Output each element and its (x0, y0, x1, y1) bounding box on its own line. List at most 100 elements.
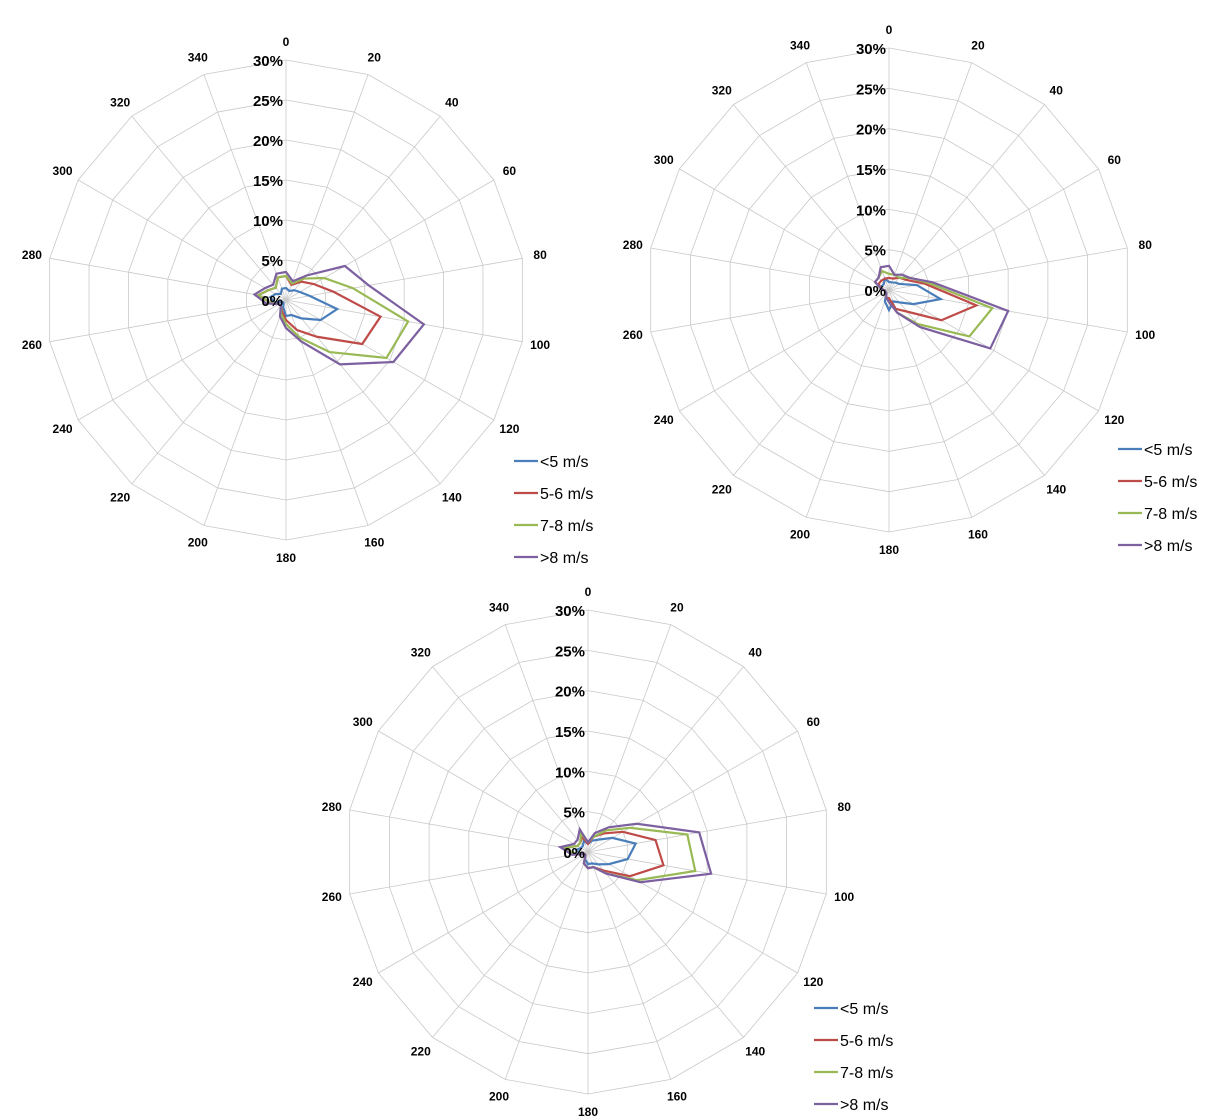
grid-spoke (805, 62, 890, 291)
radial-tick-label: 25% (856, 81, 886, 98)
radial-tick-label: 20% (856, 122, 886, 139)
legend-label: >8 m/s (1144, 538, 1192, 555)
direction-label: 20 (368, 51, 382, 65)
grid-spoke (888, 289, 1099, 412)
radial-tick-label: 30% (253, 53, 283, 70)
grid-spoke (587, 624, 672, 853)
radial-tick-label: 10% (856, 202, 886, 219)
grid-spoke (733, 289, 890, 476)
direction-label: 100 (834, 890, 854, 904)
legend: <5 m/s 5-6 m/s 7-8 m/s >8 m/s (1118, 442, 1197, 555)
legend-label: 7-8 m/s (1144, 506, 1197, 523)
direction-label: 80 (1139, 238, 1153, 252)
radial-tick-label: 15% (555, 724, 585, 741)
grid-spoke (888, 104, 1045, 291)
direction-label: 20 (971, 39, 985, 53)
direction-label: 160 (968, 527, 988, 541)
direction-label: 320 (411, 646, 431, 660)
wind-rose-chart-1: 0 20 40 60 80 100 120 140 160 180 200 220 240 260 280 3… (22, 35, 593, 567)
grid-spoke (49, 299, 287, 343)
grid-spoke (650, 247, 890, 291)
grid-spoke (131, 115, 287, 301)
grid-spoke (131, 299, 287, 485)
grid-spoke (285, 179, 495, 301)
direction-label: 0 (886, 23, 893, 37)
legend-label: 5-6 m/s (840, 1033, 893, 1050)
grid-spoke (285, 74, 369, 301)
grid-spoke (587, 666, 744, 853)
grid-spoke (49, 257, 287, 301)
direction-label: 120 (803, 975, 823, 989)
direction-label: 320 (712, 84, 732, 98)
grid-spoke (285, 257, 523, 301)
radial-tick-label: 15% (253, 173, 283, 190)
series-line-1 (879, 276, 944, 313)
legend-label: >8 m/s (840, 1097, 888, 1114)
radial-tick-label: 30% (555, 603, 585, 620)
radial-tick-label: 25% (555, 643, 585, 660)
grid-spoke (888, 289, 973, 518)
radial-tick-label: 0% (261, 293, 283, 310)
direction-label: 240 (654, 413, 674, 427)
direction-label: 200 (188, 535, 208, 549)
grid-spoke (432, 851, 589, 1038)
series-line-1 (268, 286, 340, 322)
direction-label: 340 (489, 601, 509, 615)
direction-label: 60 (1108, 153, 1122, 167)
legend-label: <5 m/s (540, 454, 588, 471)
direction-label: 180 (578, 1105, 598, 1119)
grid-spoke (679, 168, 890, 291)
direction-label: 80 (838, 800, 852, 814)
grid-spoke (378, 851, 589, 974)
grid-spoke (587, 851, 798, 974)
wind-rose-chart-2: 0 20 40 60 80 100 120 140 160 180 200 220 240 260 280 3… (623, 23, 1198, 557)
direction-label: 220 (712, 482, 732, 496)
legend: <5 m/s 5-6 m/s 7-8 m/s >8 m/s (814, 1001, 893, 1114)
grid-spoke (587, 809, 827, 853)
direction-label: 260 (623, 328, 643, 342)
direction-label: 140 (1046, 482, 1066, 496)
grid-spoke (504, 851, 589, 1080)
direction-label: 180 (879, 543, 899, 557)
radial-tick-label: 20% (555, 684, 585, 701)
direction-label: 300 (353, 715, 373, 729)
grid-spoke (203, 74, 287, 301)
direction-label: 160 (667, 1089, 687, 1103)
direction-label: 80 (533, 248, 547, 262)
grid-spoke (587, 851, 744, 1038)
direction-label: 200 (489, 1089, 509, 1103)
direction-label: 100 (530, 338, 550, 352)
grid-spoke (285, 299, 441, 485)
legend: <5 m/s 5-6 m/s 7-8 m/s >8 m/s (514, 454, 593, 567)
direction-label: 240 (53, 422, 73, 436)
series-line-4 (873, 264, 1010, 350)
series-line-4 (252, 264, 426, 366)
direction-label: 260 (322, 890, 342, 904)
grid-spoke (285, 299, 523, 343)
direction-label: 280 (22, 248, 42, 262)
radial-tick-label: 25% (253, 93, 283, 110)
direction-label: 140 (442, 491, 462, 505)
radial-tick-label: 10% (253, 213, 283, 230)
direction-label: 120 (1104, 413, 1124, 427)
radial-tick-label: 10% (555, 764, 585, 781)
grid-spoke (650, 289, 890, 333)
direction-label: 40 (749, 646, 763, 660)
grid-spoke (285, 115, 441, 301)
direction-label: 220 (411, 1044, 431, 1058)
direction-label: 20 (670, 601, 684, 615)
radial-tick-label: 30% (856, 41, 886, 58)
legend-label: <5 m/s (1144, 442, 1192, 459)
direction-label: 200 (790, 527, 810, 541)
grid-spoke (77, 299, 287, 421)
legend-label: 7-8 m/s (540, 518, 593, 535)
direction-label: 180 (276, 551, 296, 565)
direction-label: 0 (585, 585, 592, 599)
direction-label: 280 (623, 238, 643, 252)
direction-label: 0 (283, 35, 290, 49)
grid-spoke (203, 299, 287, 526)
legend-label: >8 m/s (540, 550, 588, 567)
grid-spoke (888, 289, 1045, 476)
direction-label: 320 (110, 95, 130, 109)
